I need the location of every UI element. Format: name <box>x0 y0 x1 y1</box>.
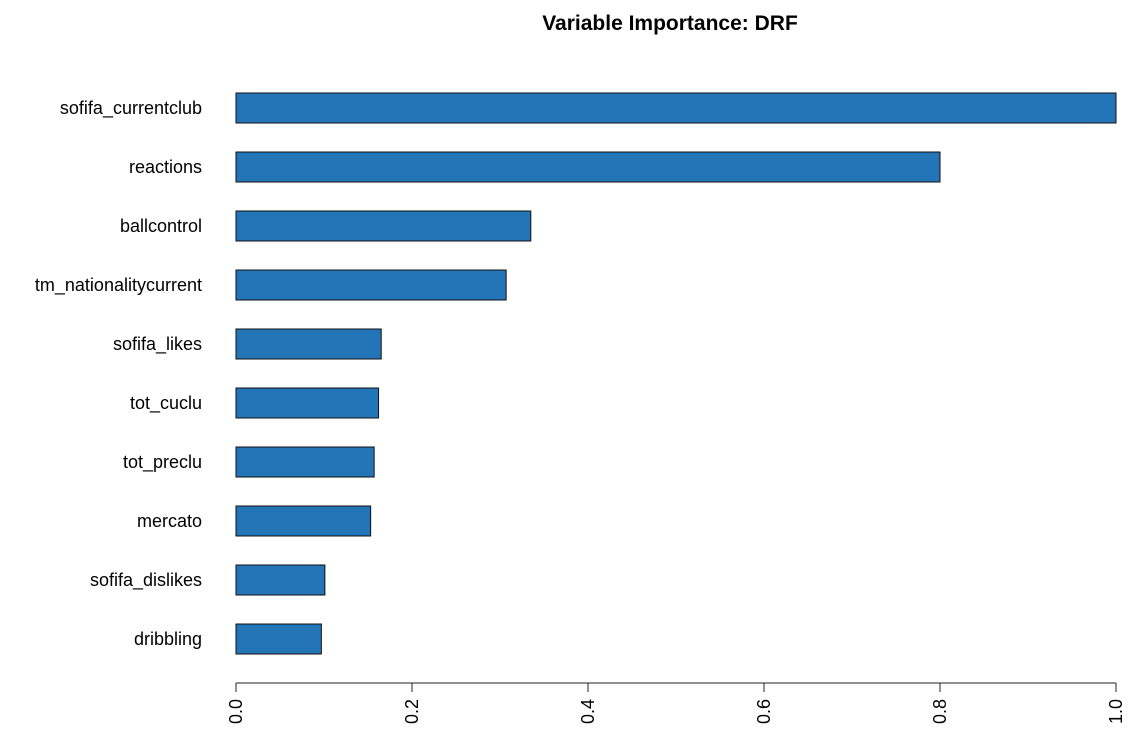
bar-tot_preclu <box>235 446 375 478</box>
category-label: ballcontrol <box>120 216 202 236</box>
bar-tm_nationalitycurrent <box>235 269 507 301</box>
x-tick-label: 0.0 <box>226 699 246 724</box>
bar-sofifa_currentclub <box>235 92 1117 124</box>
bar-reactions <box>235 151 941 183</box>
category-label: sofifa_dislikes <box>90 570 202 591</box>
bars-group <box>235 92 1117 655</box>
category-label: dribbling <box>134 629 202 649</box>
category-label: reactions <box>129 157 202 177</box>
x-tick-label: 1.0 <box>1106 699 1126 724</box>
x-tick-label: 0.6 <box>754 699 774 724</box>
bar-ballcontrol <box>235 210 532 242</box>
x-tick-label: 0.4 <box>578 699 598 724</box>
x-tick-label: 0.8 <box>930 699 950 724</box>
bar-sofifa_likes <box>235 328 382 360</box>
bar-dribbling <box>235 623 322 655</box>
bar-mercato <box>235 505 372 537</box>
category-label: mercato <box>137 511 202 531</box>
category-labels: sofifa_currentclub reactions ballcontrol tm… <box>35 98 202 649</box>
category-label: sofifa_likes <box>113 334 202 355</box>
bar-tot_cuclu <box>235 387 380 419</box>
category-label: tot_cuclu <box>130 393 202 414</box>
bar-sofifa_dislikes <box>235 564 326 596</box>
category-label: tm_nationalitycurrent <box>35 275 202 296</box>
category-label: tot_preclu <box>123 452 202 473</box>
x-axis: 0.0 0.2 0.4 0.6 0.8 1.0 <box>226 682 1126 724</box>
chart-title: Variable Importance: DRF <box>542 12 798 35</box>
x-tick-label: 0.2 <box>402 699 422 724</box>
category-label: sofifa_currentclub <box>60 98 202 119</box>
